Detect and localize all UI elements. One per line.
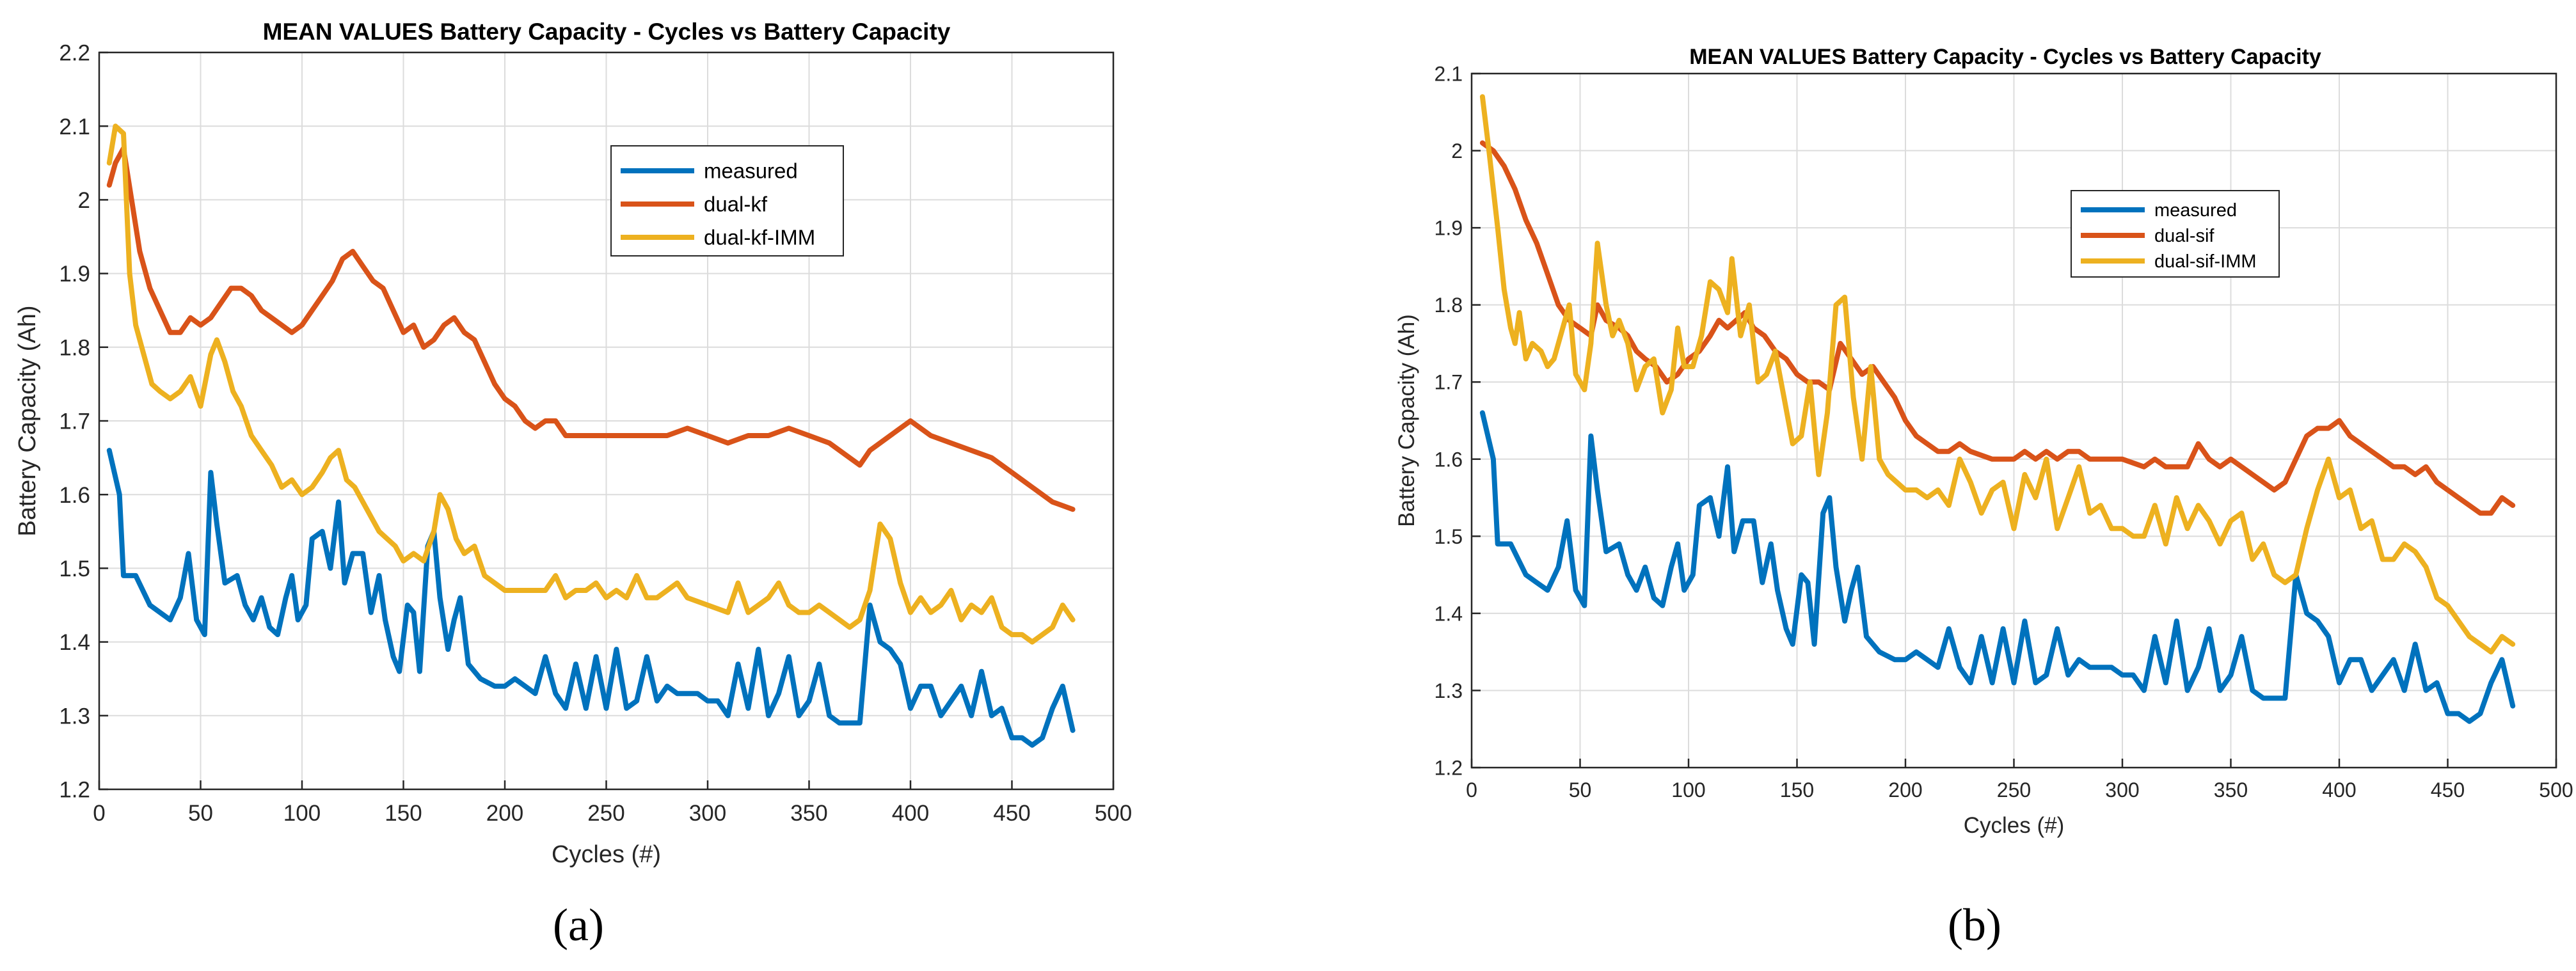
y-tick-label: 1.5 [1435, 525, 1463, 548]
y-tick-label: 1.3 [59, 704, 90, 729]
y-tick-label: 2.1 [59, 114, 90, 139]
x-tick-label: 50 [1569, 778, 1592, 801]
y-tick-label: 1.7 [59, 409, 90, 434]
y-tick-label: 1.6 [1435, 448, 1463, 471]
y-tick-label: 2 [1451, 139, 1463, 162]
y-tick-label: 1.4 [1435, 602, 1463, 625]
legend-label-measured: measured [704, 159, 798, 183]
legend-label-dual-kf-IMM: dual-kf-IMM [704, 226, 815, 249]
x-tick-label: 450 [2431, 778, 2465, 801]
y-axis-label: Battery Capacity (Ah) [1394, 314, 1419, 527]
x-tick-label: 400 [2322, 778, 2356, 801]
legend-label-dual-kf: dual-kf [704, 193, 768, 216]
chart-panel-a: 0 50 100 150 200 250 300 350 400 450 500 1.2 1.3 1.4 1… [14, 19, 1132, 951]
x-tick-label: 150 [385, 801, 422, 826]
x-tick-label: 500 [1095, 801, 1132, 826]
x-axis-label: Cycles (#) [1964, 813, 2065, 838]
x-axis-label: Cycles (#) [552, 841, 661, 868]
y-tick-label: 1.9 [59, 262, 90, 287]
x-tick-label: 150 [1780, 778, 1814, 801]
legend-label-measured: measured [2154, 200, 2237, 221]
x-tick-label: 300 [2105, 778, 2139, 801]
series-line-measured [106, 448, 1076, 748]
chart-title: MEAN VALUES Battery Capacity - Cycles vs… [1689, 45, 2321, 69]
series-line-measured [1479, 410, 2516, 724]
legend-label-dual-sif: dual-sif [2154, 226, 2214, 246]
x-tick-label: 100 [1671, 778, 1705, 801]
x-tick-label: 450 [993, 801, 1030, 826]
axes-frame [1470, 72, 2557, 769]
legend: measured dual-kf dual-kf-IMM [610, 145, 844, 257]
chart-panel-b: 0 50 100 150 200 250 300 350 400 450 500 1.2 1.3 1.4 1… [1394, 45, 2573, 951]
legend-label-dual-sif-IMM: dual-sif-IMM [2154, 251, 2257, 272]
chart-title: MEAN VALUES Battery Capacity - Cycles vs… [263, 19, 951, 45]
series-line-dual-sif-IMM [1479, 94, 2516, 655]
y-tick-label: 2 [78, 188, 90, 213]
y-tick-label: 1.2 [59, 778, 90, 803]
x-tick-label: 0 [93, 801, 105, 826]
series-line-dual-kf-IMM [106, 123, 1076, 645]
x-tick-label: 250 [587, 801, 624, 826]
y-tick-label: 1.2 [1435, 757, 1463, 780]
x-tick-label: 50 [188, 801, 213, 826]
y-tick-label: 1.3 [1435, 679, 1463, 702]
x-tick-label: 200 [486, 801, 523, 826]
x-tick-label: 300 [689, 801, 726, 826]
x-tick-label: 500 [2539, 778, 2573, 801]
axes-frame [98, 51, 1115, 791]
y-tick-label: 1.9 [1435, 217, 1463, 240]
x-tick-label: 400 [892, 801, 929, 826]
series-line-dual-sif [1479, 140, 2516, 516]
y-tick-label: 1.7 [1435, 371, 1463, 394]
y-tick-label: 2.1 [1435, 63, 1463, 86]
y-tick-label: 1.4 [59, 630, 90, 655]
series-line-dual-kf [106, 145, 1076, 512]
panel-caption: (a) [553, 899, 604, 951]
x-tick-label: 100 [283, 801, 321, 826]
x-tick-label: 350 [790, 801, 827, 826]
y-tick-label: 1.8 [1435, 294, 1463, 317]
x-tick-label: 0 [1466, 778, 1477, 801]
x-tick-label: 250 [1997, 778, 2031, 801]
y-tick-label: 2.2 [59, 41, 90, 66]
legend: measured dual-sif dual-sif-IMM [2071, 190, 2280, 278]
y-axis-label: Battery Capacity (Ah) [14, 305, 41, 536]
y-tick-label: 1.5 [59, 557, 90, 581]
panel-caption: (b) [1948, 899, 2001, 951]
y-tick-label: 1.6 [59, 483, 90, 508]
x-tick-label: 200 [1888, 778, 1922, 801]
y-tick-label: 1.8 [59, 335, 90, 360]
x-tick-label: 350 [2214, 778, 2248, 801]
